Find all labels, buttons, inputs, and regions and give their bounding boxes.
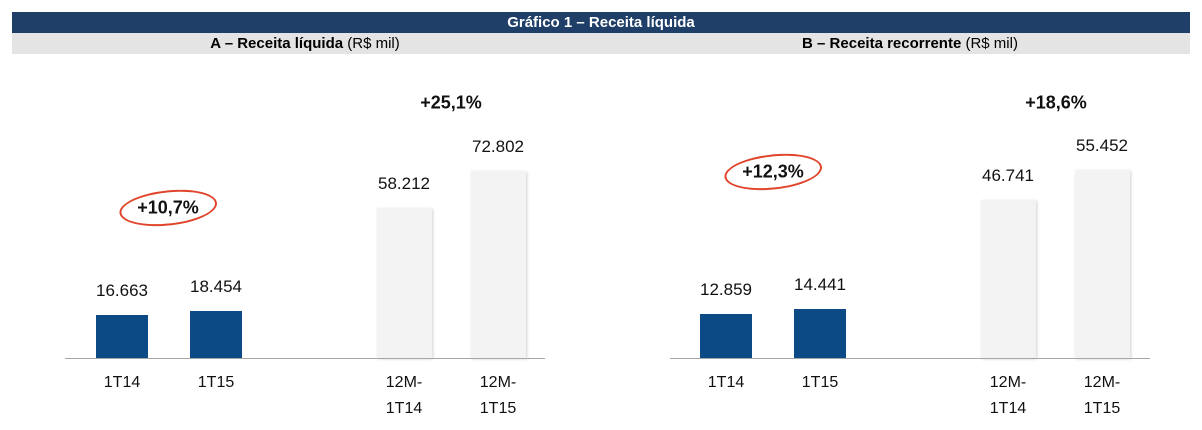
subheader: A – Receita líquida (R$ mil) B – Receita … [12, 33, 1190, 54]
bar [1074, 170, 1130, 358]
chart-unit: (R$ mil) [965, 35, 1018, 52]
annotation: +18,6% [1025, 93, 1087, 114]
bar [376, 208, 432, 358]
annotation: +10,7% [117, 185, 219, 231]
chart-unit: (R$ mil) [347, 35, 400, 52]
value-label: 18.454 [190, 276, 242, 296]
value-label: 16.663 [96, 281, 148, 301]
category-label: 1T14 [103, 374, 141, 391]
chart-title: B – Receita recorrente (R$ mil) [802, 33, 1018, 54]
bar [190, 310, 242, 358]
category-label: 12M-1T14 [989, 374, 1027, 417]
bar [470, 171, 526, 358]
value-label: 14.441 [794, 275, 846, 295]
category-label: 12M-1T15 [479, 374, 517, 417]
chart-title-main: A – Receita líquida [210, 35, 344, 52]
annotation: +12,3% [722, 149, 824, 195]
chart-title-main: B – Receita recorrente [802, 35, 962, 52]
chart-title: A – Receita líquida (R$ mil) [210, 33, 400, 54]
value-label: 72.802 [472, 137, 524, 156]
value-label: 46.741 [982, 165, 1034, 185]
category-label: 12M-1T14 [385, 374, 423, 417]
bar [96, 315, 148, 358]
baseline [65, 358, 545, 359]
annotation-text: +10,7% [137, 197, 199, 218]
bar [980, 199, 1036, 358]
annotation: +25,1% [420, 93, 482, 114]
header-title: Gráfico 1 – Receita líquida [12, 12, 1190, 33]
annotation-text: +25,1% [420, 92, 482, 113]
category-label: 1T15 [197, 374, 235, 391]
value-label: 55.452 [1076, 136, 1128, 155]
bar [700, 314, 752, 358]
category-label: 12M-1T15 [1083, 374, 1121, 417]
category-label: 1T14 [707, 374, 745, 391]
value-label: 12.859 [700, 280, 752, 300]
baseline [670, 358, 1150, 359]
value-label: 58.212 [378, 174, 430, 194]
bar [794, 309, 846, 358]
annotation-text: +18,6% [1025, 92, 1087, 113]
annotation-text: +12,3% [742, 161, 804, 182]
category-label: 1T15 [801, 374, 839, 391]
